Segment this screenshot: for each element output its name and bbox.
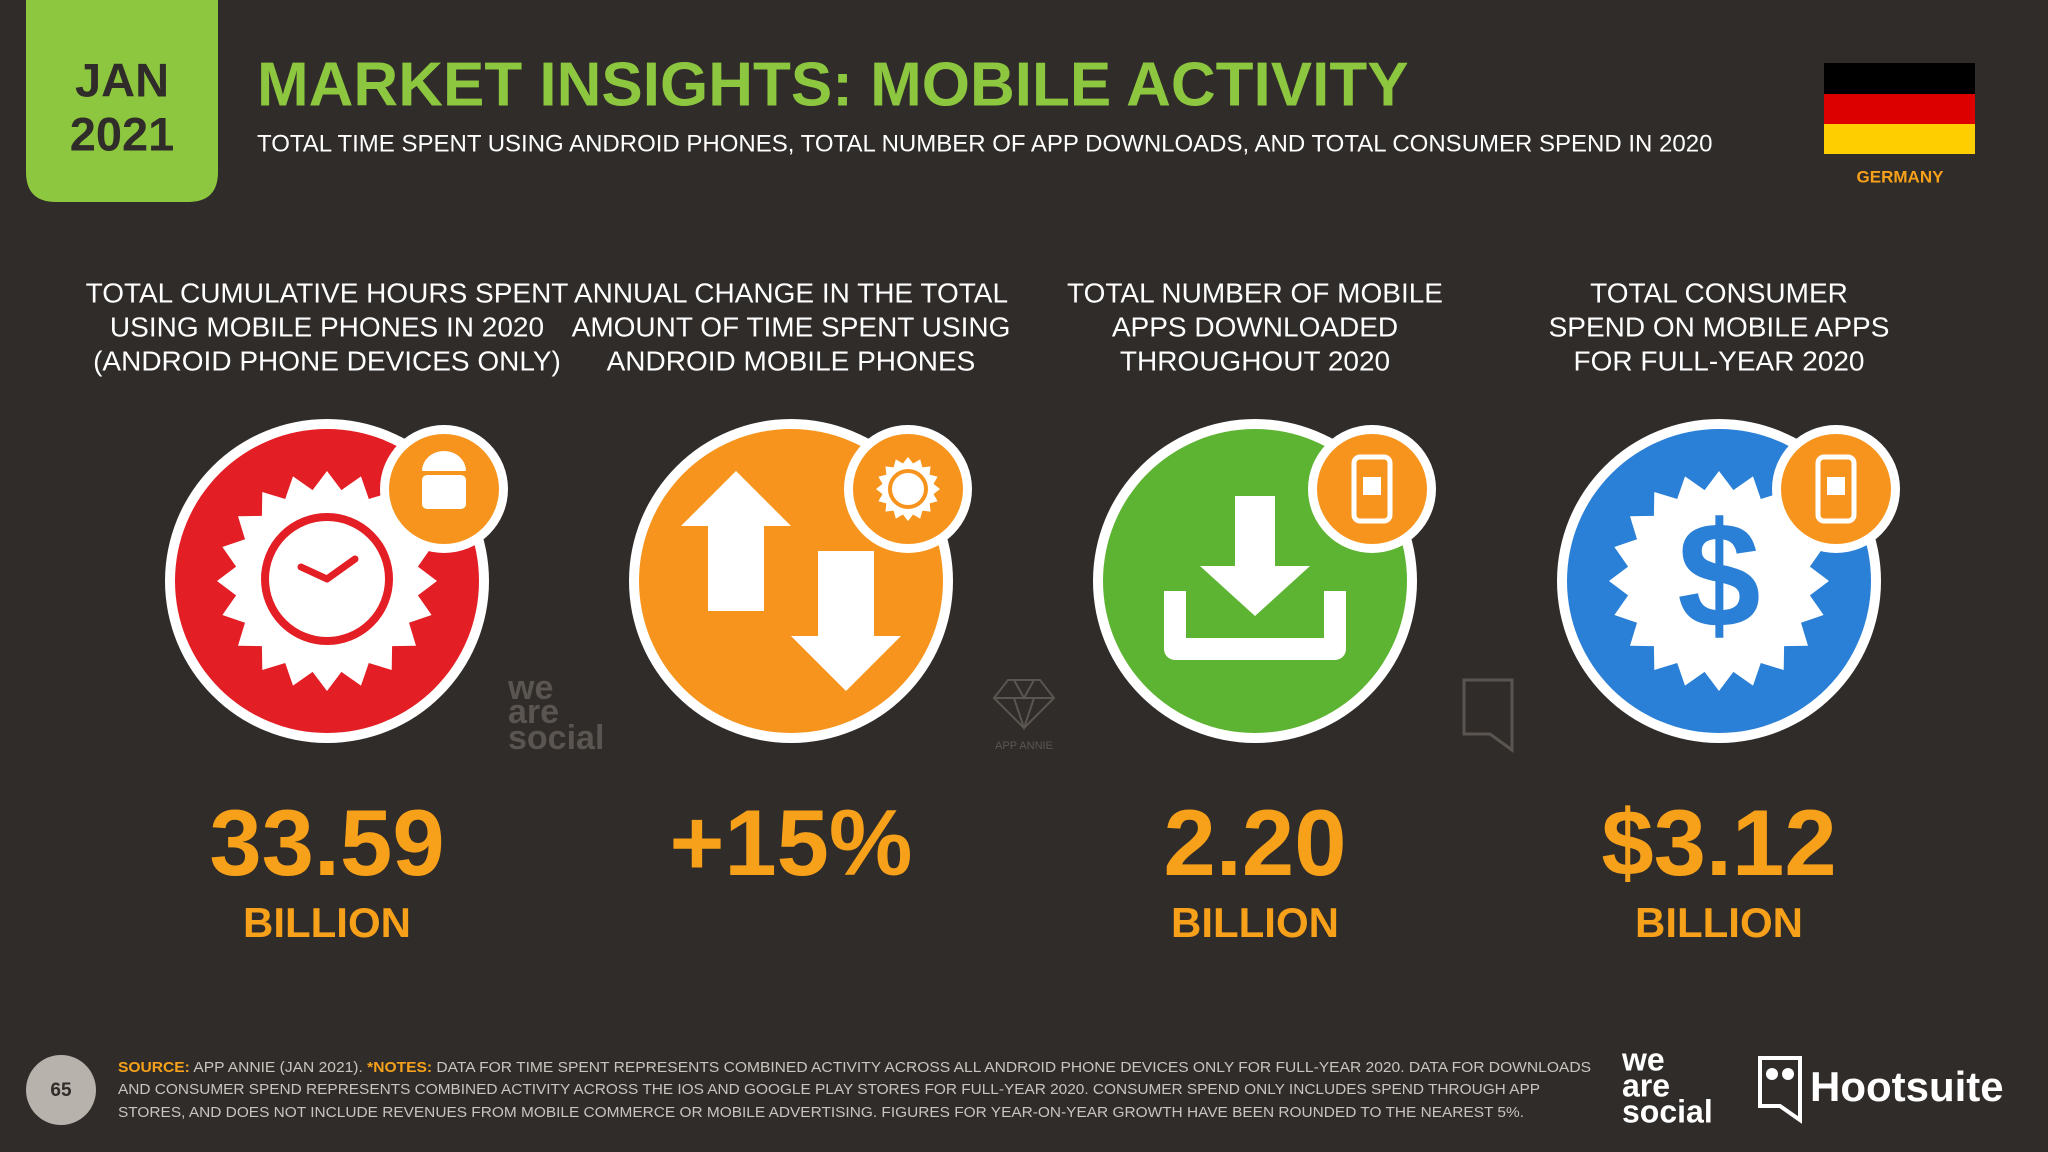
page-badge [26, 1055, 96, 1125]
date-box [26, 0, 218, 202]
flag-stripe [1824, 63, 1975, 94]
watermark-owl [1462, 678, 1514, 753]
brand-hootsuite: Hootsuite [1810, 1063, 2004, 1110]
arrow-up [681, 471, 791, 611]
watermark-we-are-social: we are social [507, 669, 604, 757]
flag-stripe [1824, 94, 1975, 124]
arrow-down [791, 551, 901, 691]
stat-label: TOTAL NUMBER OF MOBILE [1067, 277, 1443, 308]
stat-unit: BILLION [1171, 899, 1339, 946]
clock-face [261, 513, 393, 645]
stat-unit: BILLION [243, 899, 411, 946]
watermark-word: we [507, 669, 553, 707]
notes-label: *NOTES: [367, 1059, 432, 1076]
stat-label: FOR FULL-YEAR 2020 [1574, 345, 1865, 376]
android-head [422, 451, 466, 471]
stat-label: USING MOBILE PHONES IN 2020 [110, 311, 544, 342]
gear [1609, 471, 1829, 691]
hootsuite-eye [1766, 1068, 1778, 1080]
stat-label: ANDROID MOBILE PHONES [607, 345, 976, 376]
clock-hands [297, 555, 359, 583]
watermark-app-annie: APP ANNIE [995, 740, 1053, 752]
download-arrow [1200, 496, 1310, 616]
date-month: JAN [75, 53, 169, 106]
subtitle: TOTAL TIME SPENT USING ANDROID PHONES, T… [257, 130, 1712, 157]
download-tray [1164, 591, 1346, 660]
notes-line: AND CONSUMER SPEND REPRESENTS COMBINED A… [118, 1081, 1540, 1098]
brand-we-are-social: we are social [1621, 1041, 1713, 1129]
stat-label: AMOUNT OF TIME SPENT USING [572, 311, 1011, 342]
android-icon [422, 475, 466, 509]
stat-value: +15% [669, 790, 912, 895]
brand-word: we [1621, 1041, 1665, 1077]
stat-label: APPS DOWNLOADED [1112, 311, 1398, 342]
date-year: 2021 [70, 107, 175, 160]
flag [1824, 63, 1975, 154]
stat-unit: BILLION [1635, 899, 1803, 946]
footer-line: SOURCE: APP ANNIE (JAN 2021). *NOTES: DA… [118, 1059, 1591, 1076]
phone-screen [1363, 477, 1381, 495]
hootsuite-eye [1782, 1068, 1794, 1080]
notes-line: DATA FOR TIME SPENT REPRESENTS COMBINED … [436, 1059, 1591, 1076]
country: GERMANY [1857, 167, 1945, 186]
stat-label: SPEND ON MOBILE APPS [1549, 311, 1890, 342]
badge-gear [876, 457, 940, 521]
stat-value: $3.12 [1601, 790, 1836, 895]
stat-label: TOTAL CUMULATIVE HOURS SPENT [86, 277, 569, 308]
flag-stripe [1824, 124, 1975, 154]
hootsuite-owl [1758, 1056, 1802, 1124]
dollar-icon: $ [1677, 491, 1760, 659]
notes-line: STORES, AND DOES NOT INCLUDE REVENUES FR… [118, 1104, 1524, 1121]
stat-label: ANNUAL CHANGE IN THE TOTAL [574, 277, 1008, 308]
stat-value: 2.20 [1164, 790, 1347, 895]
page-number: 65 [50, 1080, 72, 1101]
stat-value: 33.59 [209, 790, 444, 895]
stat-label: THROUGHOUT 2020 [1120, 345, 1390, 376]
watermark-word: social [508, 719, 604, 757]
watermark-diamond [992, 679, 1056, 732]
source: APP ANNIE (JAN 2021). [193, 1059, 362, 1076]
brand-word: social [1622, 1093, 1713, 1129]
title: MARKET INSIGHTS: MOBILE ACTIVITY [257, 50, 1409, 119]
watermark-word: are [508, 693, 559, 731]
source-label: SOURCE: [118, 1059, 190, 1076]
badge-clock [888, 469, 928, 509]
stat-label: TOTAL CONSUMER [1590, 277, 1848, 308]
phone-icon [1815, 454, 1857, 524]
stat-label: (ANDROID PHONE DEVICES ONLY) [93, 345, 561, 376]
phone-screen [1827, 477, 1845, 495]
phone-icon [1351, 454, 1393, 524]
brand-word: are [1622, 1067, 1670, 1103]
